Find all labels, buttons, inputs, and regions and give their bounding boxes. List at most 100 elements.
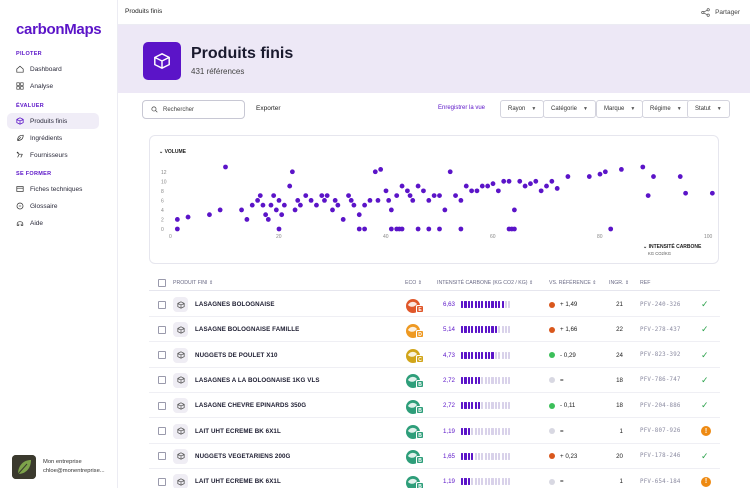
filter-label: Rayon: [508, 106, 526, 112]
table-row[interactable]: LASAGNE BOLOGNAISE FAMILLE D 5,14 + 1,66 22 P…: [149, 317, 720, 343]
row-checkbox[interactable]: [158, 300, 166, 309]
data-point: [292, 207, 298, 213]
intensity-bar-segment: [508, 351, 511, 359]
sort-icon: ⇕: [592, 280, 597, 286]
row-checkbox[interactable]: [158, 351, 166, 360]
data-point: [348, 197, 354, 203]
table-row[interactable]: NUGGETS DE POULET X10 C 4,73 - 0,29 24 PFV-82…: [149, 343, 720, 368]
filter-regime[interactable]: Régime ▼: [642, 100, 690, 118]
row-checkbox[interactable]: [158, 427, 166, 435]
data-point: [351, 202, 357, 208]
share-button[interactable]: Partager: [701, 8, 740, 17]
export-button[interactable]: Exporter: [256, 105, 281, 112]
intensity-bar-segment: [477, 427, 481, 435]
sidebar-item-label: Ingrédients: [30, 134, 63, 142]
sidebar-item-analyse[interactable]: Analyse: [7, 78, 99, 94]
sidebar-item-fournisseurs[interactable]: Fournisseurs: [7, 147, 99, 163]
eco-score-letter: C: [418, 357, 422, 363]
search-input[interactable]: Rechercher: [142, 100, 245, 119]
row-checkbox[interactable]: [158, 477, 166, 486]
sidebar-item-aide[interactable]: Aide: [7, 215, 99, 231]
table-row[interactable]: LASAGNES A LA BOLOGNAISE 1KG VLS B 2,72 = 18…: [149, 368, 720, 393]
data-point: [640, 164, 646, 170]
intensity-bar-segment: [467, 402, 470, 410]
intensity-bar-segment: [464, 376, 467, 384]
eco-score-badge: E: [405, 298, 424, 313]
vs-reference-value: - 0,29: [560, 351, 576, 359]
header-produit-fini[interactable]: PRODUIT FINI ⇕: [173, 280, 214, 286]
product-name[interactable]: LAIT UHT ECREME BK 6X1L: [195, 478, 281, 486]
sidebar-item-produits-finis[interactable]: Produits finis: [7, 113, 99, 129]
account-email: chloe@monentreprise...: [43, 468, 105, 474]
row-checkbox[interactable]: [158, 452, 166, 461]
filter-label: Marque: [604, 106, 625, 112]
product-name[interactable]: NUGGETS DE POULET X10: [195, 351, 278, 359]
data-point: [314, 202, 319, 208]
row-checkbox[interactable]: [158, 401, 166, 410]
x-tick-label: 0: [169, 234, 172, 240]
data-point: [458, 226, 464, 232]
carbon-intensity: 1,19: [442, 478, 455, 486]
sidebar-item-fiches-techniques[interactable]: Fiches techniques: [7, 181, 99, 197]
row-checkbox[interactable]: [158, 325, 166, 334]
header-intensite[interactable]: INTENSITÉ CARBONE (KG CO2 / KG) ⇕: [437, 280, 534, 286]
vs-reference-value: =: [560, 376, 564, 384]
data-point: [386, 197, 392, 203]
header-eco[interactable]: ECO ⇕: [405, 280, 423, 286]
product-ref: PFV-178-246: [640, 453, 681, 460]
header-ingr[interactable]: INGR. ⇕: [609, 280, 630, 286]
vs-reference-value: + 0,23: [560, 452, 578, 460]
sidebar-item-dashboard[interactable]: Dashboard: [7, 61, 99, 77]
table-row[interactable]: NUGGETS VEGETARIENS 200G B 1,65 + 0,23 20 PFV…: [149, 444, 720, 469]
y-tick-label: 10: [161, 179, 167, 185]
data-point: [281, 202, 287, 208]
product-name[interactable]: NUGGETS VEGETARIENS 200G: [195, 452, 291, 460]
table-row[interactable]: LASAGNE CHEVRE EPINARDS 350G B 2,72 - 0,11 1…: [149, 393, 720, 419]
logo[interactable]: carbonMaps: [16, 21, 102, 38]
data-point: [388, 207, 394, 213]
sidebar-item-label: Fiches techniques: [30, 185, 83, 193]
section-label-se-former: SE FORMER: [16, 171, 52, 177]
table-row[interactable]: LAIT UHT ECREME BK 6X1L B 1,19 = 1 PFV-807-92…: [149, 419, 720, 444]
data-point: [410, 197, 416, 203]
carbon-intensity: 2,72: [442, 402, 455, 410]
intensity-bar-segment: [484, 427, 487, 435]
product-name[interactable]: LASAGNES BOLOGNAISE: [195, 301, 275, 308]
intensity-bar-segment: [477, 301, 481, 308]
sidebar-item-ingredients[interactable]: Ingrédients: [7, 130, 99, 146]
product-name[interactable]: LAIT UHT ECREME BK 6X1L: [195, 427, 281, 435]
filter-marque[interactable]: Marque ▼: [596, 100, 644, 118]
table-row[interactable]: LAIT UHT ECREME BK 6X1L B 1,19 = 1 PFV-654-18…: [149, 469, 720, 488]
warning-icon[interactable]: !: [701, 476, 711, 487]
product-name[interactable]: LASAGNE CHEVRE EPINARDS 350G: [195, 402, 307, 410]
product-name[interactable]: LASAGNES A LA BOLOGNAISE 1KG VLS: [195, 376, 320, 384]
sort-icon: ⇕: [528, 280, 534, 286]
data-point: [207, 212, 212, 218]
reference-count: 431 références: [191, 67, 245, 76]
intensity-bar-segment: [494, 478, 497, 486]
intensity-bar-segment: [484, 452, 487, 460]
header-vs-reference[interactable]: VS. RÉFÉRENCE ⇕: [549, 280, 597, 286]
data-point: [565, 174, 571, 179]
intensity-bar-segment: [467, 478, 470, 486]
filter-statut[interactable]: Statut ▼: [687, 100, 730, 118]
select-all-checkbox[interactable]: [158, 279, 166, 287]
data-point: [437, 226, 442, 232]
intensity-bar-segment: [461, 478, 464, 486]
product-ref: PFV-807-926: [640, 428, 681, 434]
row-checkbox[interactable]: [158, 376, 166, 385]
data-point: [528, 181, 533, 187]
save-view-button[interactable]: Enregistrer la vue: [438, 105, 486, 111]
intensity-bar-segment: [501, 301, 504, 308]
filter-rayon[interactable]: Rayon ▼: [500, 100, 545, 118]
header-ref[interactable]: REF: [640, 280, 651, 286]
warning-icon[interactable]: !: [701, 426, 711, 436]
intensity-bar-segment: [471, 427, 474, 435]
table-row[interactable]: LASAGNES BOLOGNAISE E 6,63 + 1,49 21 PFV-240-…: [149, 292, 720, 317]
account-menu[interactable]: Mon entreprise chloe@monentreprise...: [12, 455, 105, 479]
product-name[interactable]: LASAGNE BOLOGNAISE FAMILLE: [195, 326, 300, 334]
sidebar-item-glossaire[interactable]: Glossaire: [7, 198, 99, 214]
filter-categorie[interactable]: Catégorie ▼: [543, 100, 596, 118]
chevron-down-icon: ▼: [583, 106, 588, 112]
data-point: [426, 197, 432, 203]
